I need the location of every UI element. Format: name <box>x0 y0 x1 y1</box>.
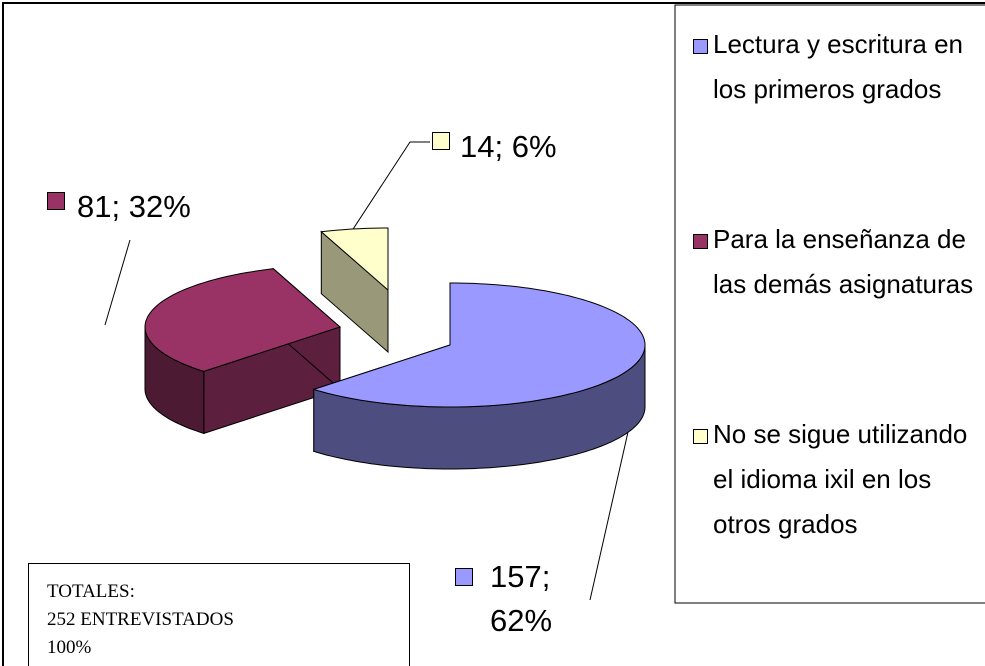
totals-box: TOTALES: 252 ENTREVISTADOS 100% <box>28 563 410 666</box>
annotation-line: TOTALES: <box>47 581 135 602</box>
legend-swatch <box>693 234 708 249</box>
legend-box <box>674 4 985 604</box>
data-label: 157; 62% <box>490 559 553 638</box>
leader-line <box>104 239 131 326</box>
leader-line <box>589 431 629 601</box>
label-swatch <box>455 568 473 586</box>
legend-label: Lectura y escritura en los primeros grad… <box>713 29 964 104</box>
legend-swatch <box>693 429 708 444</box>
annotation-line: 252 ENTREVISTADOS <box>47 609 234 630</box>
label-swatch <box>432 132 450 150</box>
legend-swatch <box>693 39 708 54</box>
data-label: 14; 6% <box>460 129 557 164</box>
data-label: 81; 32% <box>77 189 191 224</box>
legend-label: Para la enseñanza de las demás asignatur… <box>713 224 974 299</box>
legend-label: No se sigue utilizando el idioma ixil en… <box>713 419 968 539</box>
pie <box>144 227 646 470</box>
slice <box>320 227 389 292</box>
annotation-line: 100% <box>47 637 92 658</box>
slice <box>312 282 646 408</box>
label-swatch <box>47 192 65 210</box>
slice <box>144 268 341 372</box>
